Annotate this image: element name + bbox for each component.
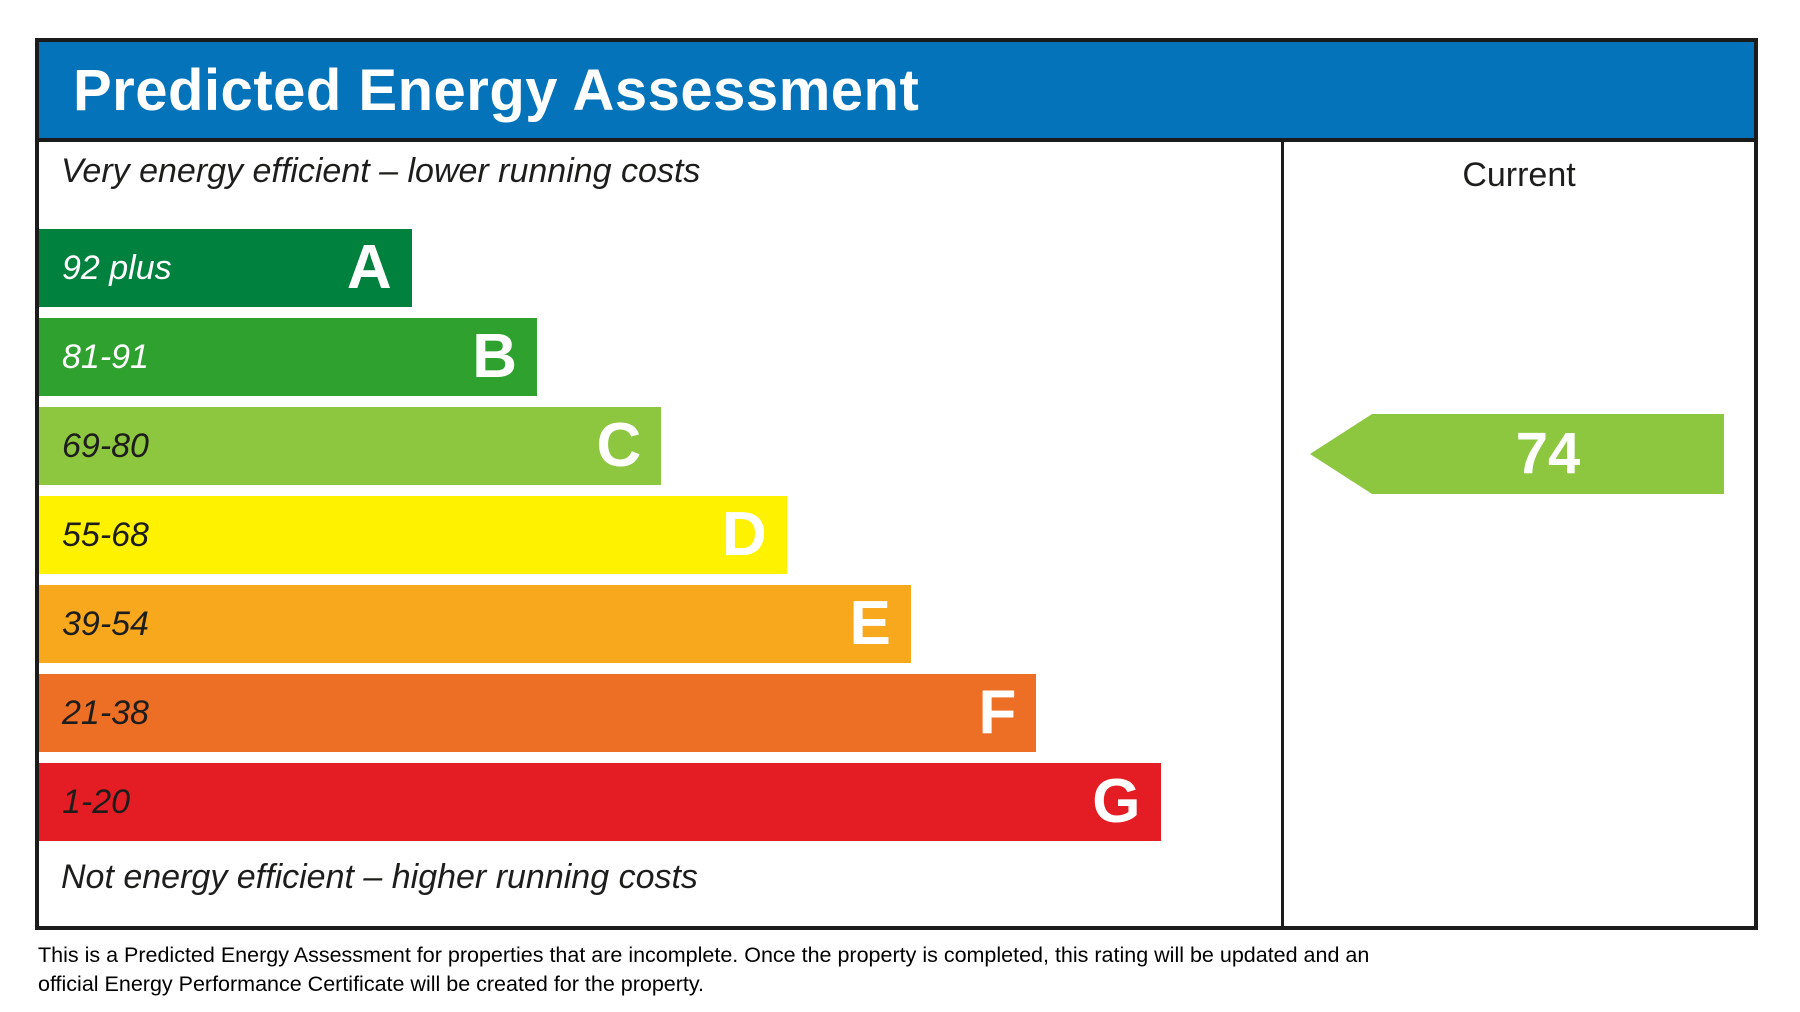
band-range-label: 81-91 bbox=[62, 337, 149, 376]
band-range-label: 39-54 bbox=[62, 604, 149, 643]
band-range-label: 55-68 bbox=[62, 515, 149, 554]
band-row-c: 69-80 C bbox=[39, 407, 662, 485]
rating-scale: 92 plus A 81-91 B 69-80 C 55-68 D bbox=[39, 229, 1281, 841]
band-row-e: 39-54 E bbox=[39, 585, 911, 663]
band-range-label: 1-20 bbox=[62, 782, 131, 821]
title-bar: Predicted Energy Assessment bbox=[39, 42, 1754, 142]
current-rating-value: 74 bbox=[1515, 421, 1581, 486]
band-row-d: 55-68 D bbox=[39, 496, 787, 574]
band-range-label: 21-38 bbox=[62, 693, 149, 732]
band-row-a: 92 plus A bbox=[39, 229, 412, 307]
band-row-g: 1-20 G bbox=[39, 763, 1161, 841]
current-rating-arrow: 74 bbox=[1310, 414, 1724, 494]
footer-disclaimer: This is a Predicted Energy Assessment fo… bbox=[38, 941, 1369, 1000]
page-title: Predicted Energy Assessment bbox=[73, 57, 920, 123]
rating-chart-body: Very energy efficient – lower running co… bbox=[39, 142, 1754, 926]
band-row-b: 81-91 B bbox=[39, 318, 538, 396]
band-letter: G bbox=[1092, 767, 1141, 836]
top-efficiency-note: Very energy efficient – lower running co… bbox=[61, 152, 701, 190]
band-letter: E bbox=[849, 589, 891, 658]
band-letter: C bbox=[596, 411, 642, 480]
energy-rating-panel: Predicted Energy Assessment Very energy … bbox=[35, 38, 1758, 930]
current-column-header: Current bbox=[1462, 156, 1576, 194]
current-rating-column: Current 74 bbox=[1284, 142, 1754, 926]
footer-disclaimer-line-1: This is a Predicted Energy Assessment fo… bbox=[38, 943, 1370, 967]
band-range-label: 92 plus bbox=[62, 248, 172, 287]
footer-disclaimer-line-2: official Energy Performance Certificate … bbox=[38, 972, 705, 997]
band-letter: F bbox=[978, 678, 1017, 747]
band-letter: D bbox=[721, 500, 767, 569]
band-range-label: 69-80 bbox=[62, 426, 149, 465]
rating-scale-column: Very energy efficient – lower running co… bbox=[39, 142, 1284, 926]
bottom-efficiency-note: Not energy efficient – higher running co… bbox=[61, 858, 698, 896]
band-letter: B bbox=[472, 322, 518, 391]
band-letter: A bbox=[346, 233, 392, 302]
band-row-f: 21-38 F bbox=[39, 674, 1037, 752]
